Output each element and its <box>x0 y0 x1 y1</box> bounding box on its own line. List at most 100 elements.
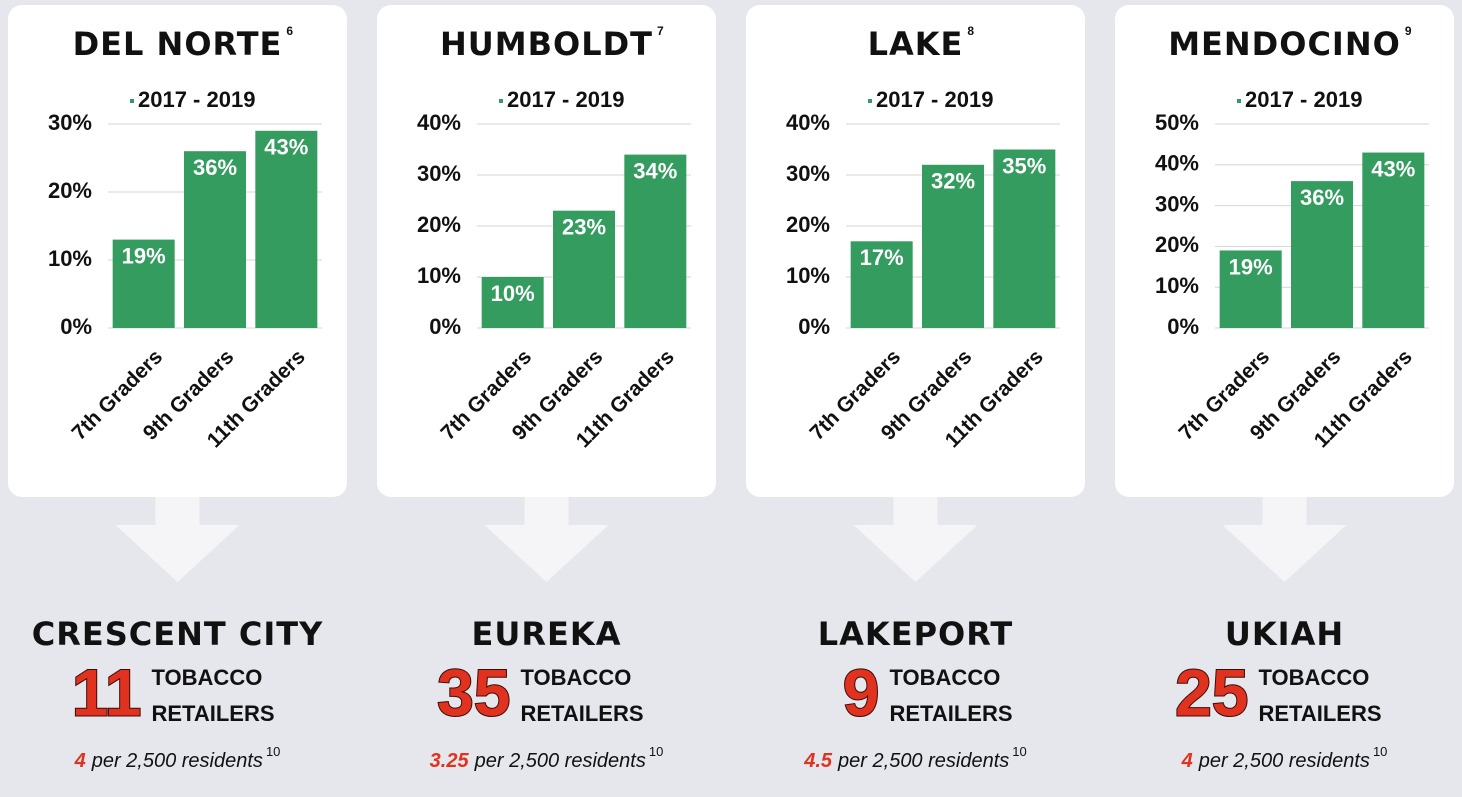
legend-swatch <box>499 99 503 103</box>
chart-card <box>8 5 347 497</box>
city-name: LAKEPORT <box>818 615 1014 653</box>
chart-card <box>1115 5 1454 497</box>
title-footnote: 6 <box>286 24 293 38</box>
chart-card <box>377 5 716 497</box>
bar <box>553 210 615 328</box>
title-footnote: 7 <box>657 24 664 38</box>
rate-footnote: 10 <box>266 744 280 759</box>
retailer-count: 11 <box>72 655 142 729</box>
rate-value: 4 <box>1181 750 1193 772</box>
bar <box>184 151 246 328</box>
rate-text: per 2,500 residents <box>474 750 646 772</box>
bar-label: 43% <box>1371 156 1415 181</box>
legend-label: 2017 - 2019 <box>876 87 993 112</box>
y-tick-label: 10% <box>48 246 92 271</box>
y-tick-label: 30% <box>417 161 461 186</box>
retailer-label: TOBACCO <box>152 665 263 690</box>
bar <box>112 239 175 328</box>
bar-label: 43% <box>264 135 308 160</box>
y-tick-label: 40% <box>1155 151 1199 176</box>
chart-title: HUMBOLDT <box>440 25 653 63</box>
chart-card <box>746 5 1085 497</box>
y-tick-label: 20% <box>48 178 92 203</box>
retailer-label: TOBACCO <box>890 665 1001 690</box>
title-footnote: 9 <box>1405 24 1412 38</box>
y-tick-label: 10% <box>417 263 461 288</box>
bar-label: 34% <box>633 158 677 183</box>
bar-label: 35% <box>1002 153 1046 178</box>
retailer-count: 35 <box>437 655 510 729</box>
retailer-label: RETAILERS <box>521 701 644 726</box>
y-tick-label: 30% <box>1155 191 1199 216</box>
rate-footnote: 10 <box>649 744 663 759</box>
rate-text: per 2,500 residents <box>91 750 263 772</box>
bar <box>1291 181 1353 328</box>
legend-label: 2017 - 2019 <box>138 87 255 112</box>
down-arrow <box>484 497 609 582</box>
bar <box>1362 152 1425 328</box>
bar <box>624 154 687 328</box>
y-tick-label: 0% <box>798 314 830 339</box>
legend-swatch <box>130 99 134 103</box>
legend-swatch <box>1237 99 1241 103</box>
retailer-count: 25 <box>1175 655 1248 729</box>
chart-title: DEL NORTE <box>73 25 283 63</box>
y-tick-label: 20% <box>786 212 830 237</box>
y-tick-label: 0% <box>429 314 461 339</box>
y-tick-label: 10% <box>786 263 830 288</box>
retailer-label: RETAILERS <box>890 701 1013 726</box>
bar <box>1219 250 1282 328</box>
retailer-count: 9 <box>843 655 880 729</box>
city-name: CRESCENT CITY <box>32 615 324 653</box>
rate-value: 4.5 <box>803 750 833 772</box>
down-arrow <box>853 497 978 582</box>
rate-value: 3.25 <box>430 750 470 772</box>
retailer-label: RETAILERS <box>1259 701 1382 726</box>
bar <box>922 164 984 328</box>
y-tick-label: 40% <box>786 110 830 135</box>
chart-title: LAKE <box>868 25 964 63</box>
legend-label: 2017 - 2019 <box>1245 87 1362 112</box>
rate-text: per 2,500 residents <box>837 750 1009 772</box>
y-tick-label: 0% <box>1167 314 1199 339</box>
bar <box>850 241 913 328</box>
rate-line: 4 per 2,500 residents 10 <box>1181 744 1388 772</box>
y-tick-label: 40% <box>417 110 461 135</box>
y-tick-label: 0% <box>60 314 92 339</box>
retailer-label: RETAILERS <box>152 701 275 726</box>
chart-title: MENDOCINO <box>1168 25 1401 63</box>
legend-swatch <box>868 99 872 103</box>
title-footnote: 8 <box>967 24 974 38</box>
y-tick-label: 20% <box>417 212 461 237</box>
rate-line: 3.25 per 2,500 residents 10 <box>430 744 664 772</box>
city-name: UKIAH <box>1225 615 1344 653</box>
retailer-label: TOBACCO <box>1259 665 1370 690</box>
rate-line: 4 per 2,500 residents 10 <box>74 744 281 772</box>
bar-label: 32% <box>931 169 975 194</box>
bar-label: 10% <box>491 281 535 306</box>
bar-label: 17% <box>860 245 904 270</box>
down-arrow <box>115 497 240 582</box>
y-tick-label: 20% <box>1155 232 1199 257</box>
bar-label: 19% <box>1229 254 1273 279</box>
bar-label: 36% <box>1300 185 1344 210</box>
y-tick-label: 30% <box>786 161 830 186</box>
retailer-label: TOBACCO <box>521 665 632 690</box>
bar-label: 36% <box>193 155 237 180</box>
bar <box>255 130 318 328</box>
legend-label: 2017 - 2019 <box>507 87 624 112</box>
rate-footnote: 10 <box>1012 744 1026 759</box>
rate-value: 4 <box>74 750 86 772</box>
y-tick-label: 10% <box>1155 273 1199 298</box>
bar-label: 19% <box>122 243 166 268</box>
city-name: EUREKA <box>472 615 622 653</box>
y-tick-label: 30% <box>48 110 92 135</box>
bar <box>481 277 544 328</box>
rate-text: per 2,500 residents <box>1198 750 1370 772</box>
y-tick-label: 50% <box>1155 110 1199 135</box>
rate-footnote: 10 <box>1373 744 1387 759</box>
bar-label: 23% <box>562 215 606 240</box>
down-arrow <box>1222 497 1347 582</box>
